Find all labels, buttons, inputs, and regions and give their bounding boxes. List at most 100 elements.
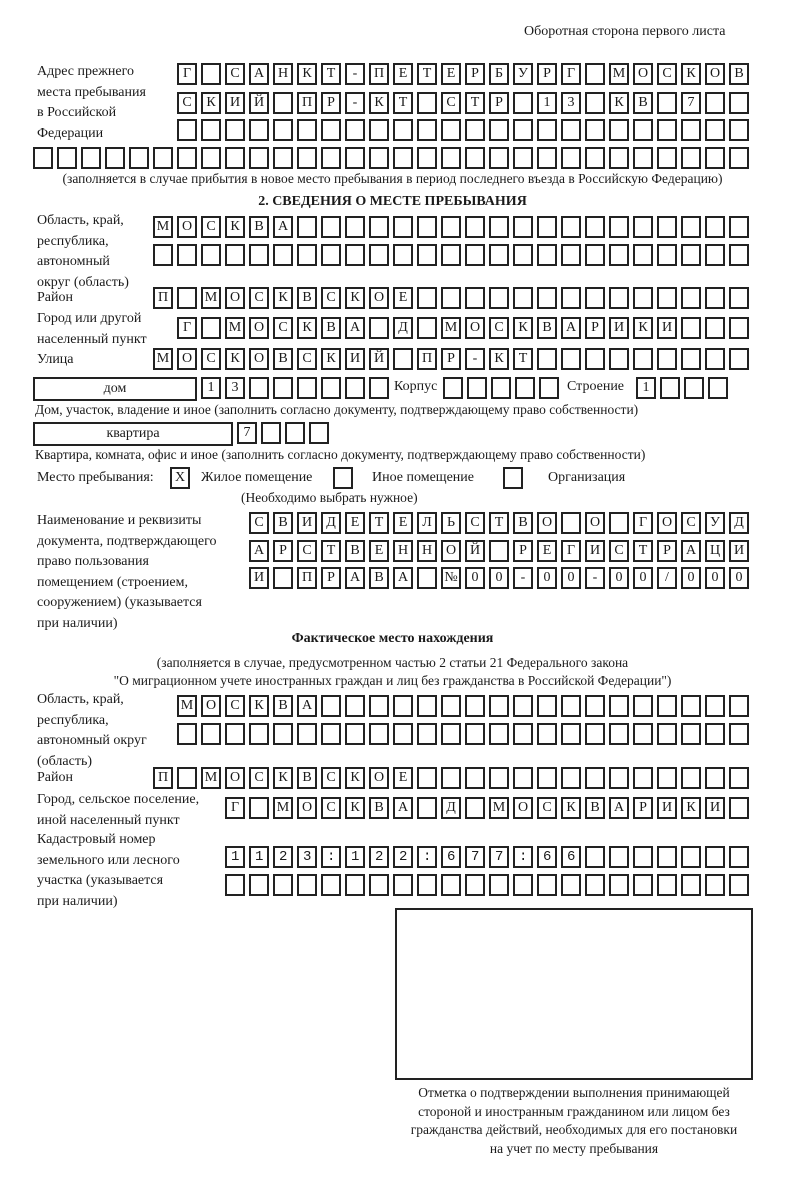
char-cell[interactable] <box>369 723 389 745</box>
char-cell[interactable] <box>273 119 293 141</box>
char-cell[interactable] <box>177 147 197 169</box>
char-cell[interactable] <box>657 695 677 717</box>
char-cell[interactable] <box>273 92 293 114</box>
char-cell[interactable] <box>561 147 581 169</box>
char-cell[interactable] <box>585 874 605 896</box>
char-cell[interactable] <box>441 846 461 868</box>
char-cell[interactable]: К <box>249 695 269 717</box>
char-cell[interactable]: Р <box>513 540 533 562</box>
char-cell[interactable] <box>633 348 653 370</box>
char-cell[interactable] <box>321 874 341 896</box>
char-cell[interactable] <box>537 216 557 238</box>
char-cell[interactable] <box>585 63 605 85</box>
char-cell[interactable] <box>633 287 653 309</box>
char-cell[interactable] <box>561 512 581 534</box>
char-cell[interactable] <box>417 287 437 309</box>
char-cell[interactable] <box>441 874 461 896</box>
char-cell[interactable]: А <box>297 695 317 717</box>
char-cell[interactable]: П <box>297 567 317 589</box>
char-cell[interactable] <box>297 846 317 868</box>
char-cell[interactable] <box>585 92 605 114</box>
char-cell[interactable]: Т <box>369 512 389 534</box>
char-cell[interactable] <box>441 119 461 141</box>
char-cell[interactable]: И <box>657 797 677 819</box>
char-cell[interactable]: А <box>681 540 701 562</box>
char-cell[interactable] <box>609 846 629 868</box>
char-cell[interactable]: Г <box>561 63 581 85</box>
char-cell[interactable] <box>225 723 245 745</box>
char-cell[interactable]: В <box>345 540 365 562</box>
char-cell[interactable] <box>585 767 605 789</box>
char-cell[interactable]: С <box>249 287 269 309</box>
char-cell[interactable]: В <box>633 92 653 114</box>
char-cell[interactable]: К <box>297 63 317 85</box>
char-cell[interactable]: К <box>225 216 245 238</box>
char-cell[interactable]: Г <box>633 512 653 534</box>
char-cell[interactable] <box>201 244 221 266</box>
char-cell[interactable]: А <box>345 317 365 339</box>
char-cell[interactable]: 1 <box>636 377 656 399</box>
char-cell[interactable]: Е <box>393 767 413 789</box>
char-cell[interactable]: К <box>345 797 365 819</box>
char-cell[interactable] <box>417 119 437 141</box>
char-cell[interactable] <box>657 244 677 266</box>
char-cell[interactable]: К <box>681 797 701 819</box>
char-cell[interactable]: 0 <box>729 567 749 589</box>
char-cell[interactable] <box>345 119 365 141</box>
char-cell[interactable] <box>321 147 341 169</box>
char-cell[interactable]: Л <box>417 512 437 534</box>
char-cell[interactable]: В <box>369 797 389 819</box>
char-cell[interactable] <box>489 540 509 562</box>
char-cell[interactable]: С <box>465 512 485 534</box>
char-cell[interactable]: Й <box>369 348 389 370</box>
char-cell[interactable]: В <box>369 567 389 589</box>
char-cell[interactable] <box>561 287 581 309</box>
char-cell[interactable]: Г <box>225 797 245 819</box>
char-cell[interactable] <box>393 723 413 745</box>
char-cell[interactable] <box>489 287 509 309</box>
char-cell[interactable] <box>537 147 557 169</box>
char-cell[interactable] <box>465 119 485 141</box>
char-cell[interactable]: Д <box>321 512 341 534</box>
char-cell[interactable] <box>537 348 557 370</box>
char-cell[interactable] <box>345 377 365 399</box>
char-cell[interactable]: Ь <box>441 512 461 534</box>
char-cell[interactable]: С <box>225 63 245 85</box>
char-cell[interactable]: М <box>441 317 461 339</box>
char-cell[interactable] <box>465 797 485 819</box>
char-cell[interactable] <box>273 723 293 745</box>
char-cell[interactable] <box>249 874 269 896</box>
char-cell[interactable] <box>513 92 533 114</box>
char-cell[interactable]: Ц <box>705 540 725 562</box>
char-cell[interactable]: У <box>705 512 725 534</box>
char-cell[interactable]: О <box>225 287 245 309</box>
char-cell[interactable]: 0 <box>465 567 485 589</box>
char-cell[interactable] <box>225 147 245 169</box>
char-cell[interactable] <box>609 767 629 789</box>
char-cell[interactable] <box>609 287 629 309</box>
char-cell[interactable] <box>489 846 509 868</box>
char-cell[interactable]: А <box>609 797 629 819</box>
char-cell[interactable] <box>225 119 245 141</box>
char-cell[interactable]: И <box>345 348 365 370</box>
char-cell[interactable]: П <box>297 92 317 114</box>
char-cell[interactable] <box>201 723 221 745</box>
char-cell[interactable]: М <box>609 63 629 85</box>
char-cell[interactable]: И <box>225 92 245 114</box>
char-cell[interactable] <box>633 216 653 238</box>
char-cell[interactable] <box>417 92 437 114</box>
char-cell[interactable]: А <box>345 567 365 589</box>
char-cell[interactable]: Е <box>345 512 365 534</box>
char-cell[interactable] <box>321 695 341 717</box>
char-cell[interactable]: С <box>273 317 293 339</box>
char-cell[interactable]: С <box>537 797 557 819</box>
char-cell[interactable] <box>513 244 533 266</box>
document-row-3[interactable]: И П Р А В А № 0 0-0 0-0 0/0 0 0 <box>249 567 749 589</box>
char-cell[interactable] <box>585 723 605 745</box>
char-cell[interactable]: К <box>321 348 341 370</box>
char-cell[interactable] <box>321 216 341 238</box>
cadastre-row-2[interactable] <box>225 874 749 896</box>
actual-region-row-2[interactable] <box>177 723 749 745</box>
